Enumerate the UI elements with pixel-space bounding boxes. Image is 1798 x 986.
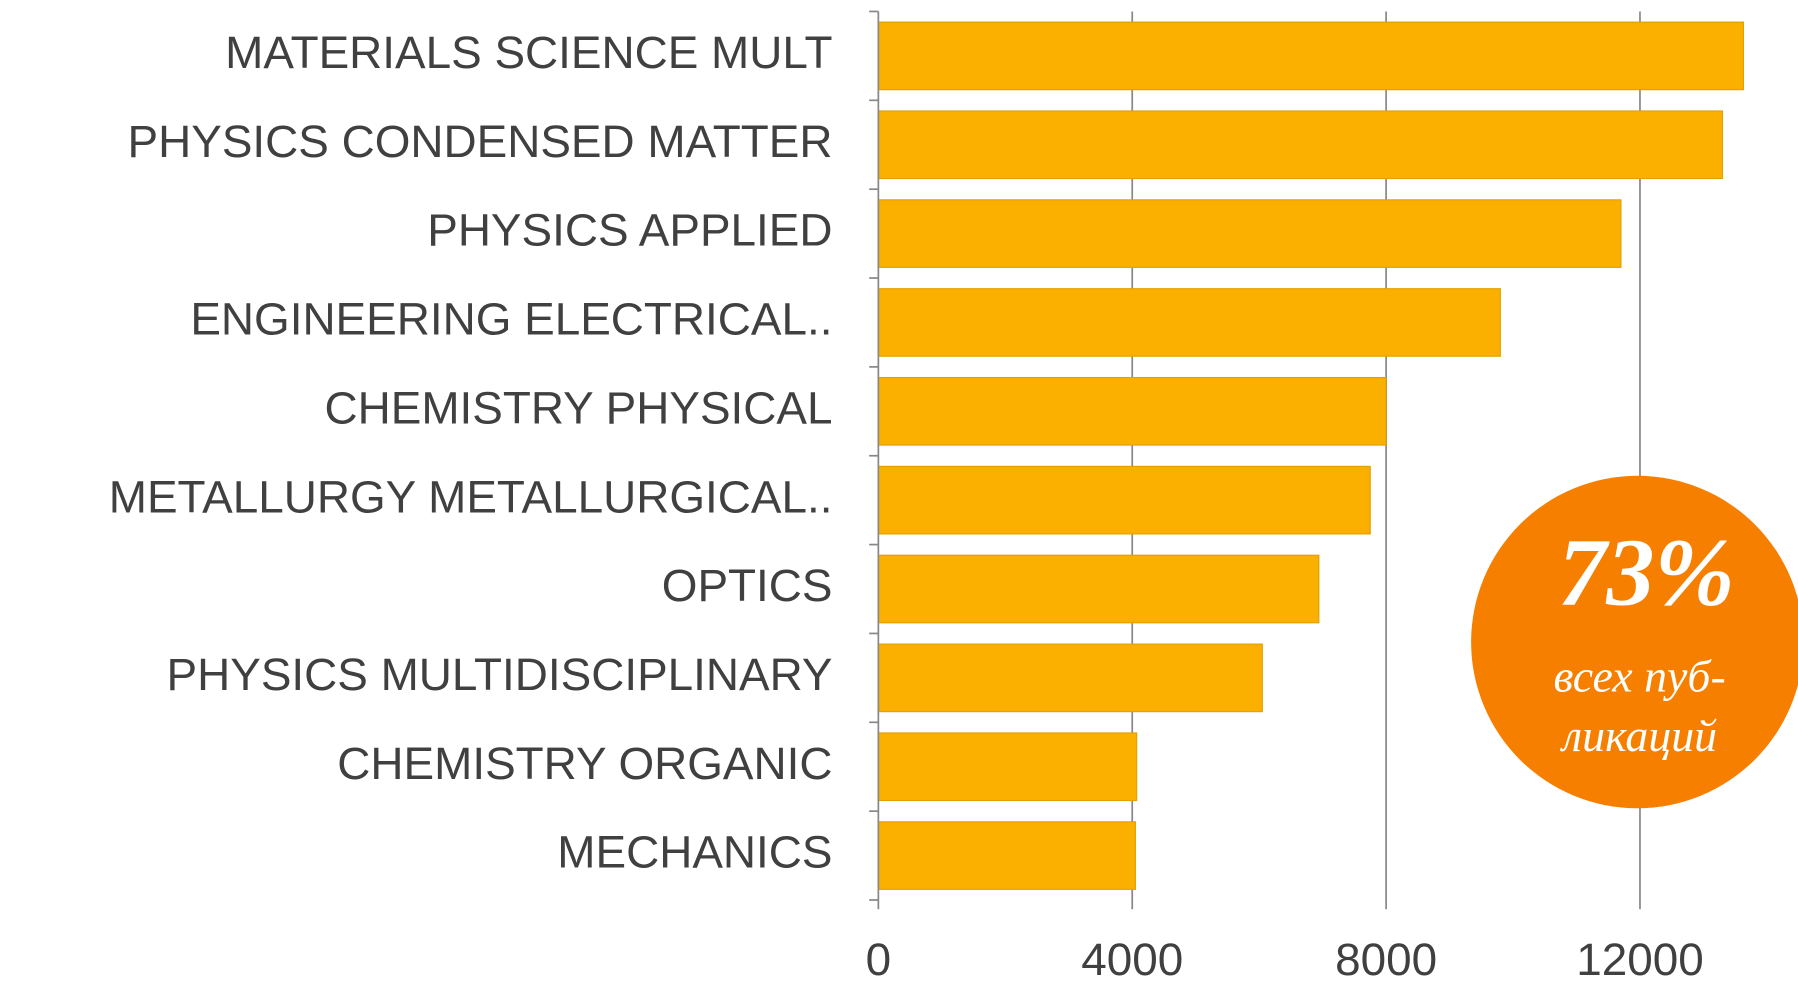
x-tick-label: 4000 [1081,933,1183,985]
y-tick-label: PHYSICS CONDENSED MATTER [128,115,833,167]
x-tick-label: 8000 [1335,933,1437,985]
y-tick-label: PHYSICS MULTIDISCIPLINARY [167,648,833,700]
bars [877,21,1744,890]
bar [877,376,1387,446]
y-tick-label: PHYSICS APPLIED [427,204,832,256]
y-tick-label: METALLURGY METALLURGICAL.. [109,470,833,522]
y-tick-label: MECHANICS [557,826,832,878]
x-tick-label: 0 [866,933,892,985]
annotation-circle [1471,475,1798,809]
bar [877,643,1263,713]
bar [877,288,1501,357]
bar [877,465,1371,535]
annotation-line: всех пуб- [1554,651,1726,702]
y-tick-label: ENGINEERING ELECTRICAL.. [190,293,832,345]
bar [877,732,1138,802]
x-tick-label: 12000 [1576,933,1704,985]
annotation-headline: 73% [1558,519,1735,626]
y-tick-label: CHEMISTRY ORGANIC [337,737,832,789]
bar [877,21,1744,91]
annotation-line: ликаций [1559,710,1717,761]
y-tick-label: MATERIALS SCIENCE MULT [225,26,832,78]
bar [877,110,1724,180]
y-tick-label: CHEMISTRY PHYSICAL [325,381,833,433]
bar [877,554,1320,624]
bar [877,199,1622,268]
bar [877,821,1136,890]
y-tick-label: OPTICS [662,559,833,611]
